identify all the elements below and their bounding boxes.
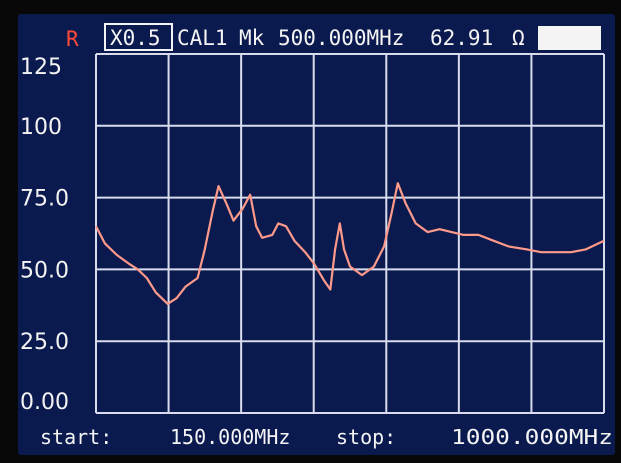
marker-value: 62.91 — [430, 26, 493, 50]
y-tick-label: 25.0 — [20, 330, 69, 355]
y-tick-label: 75.0 — [20, 187, 69, 212]
scale-box — [104, 23, 173, 51]
scale-label: X0.5 — [110, 26, 161, 50]
y-tick-label: 100 — [20, 115, 62, 140]
r-chart: 0.00 25.0 50.0 75.0 100 125 R X0.5 CAL1 Mk 50… — [20, 23, 613, 449]
y-tick-labels: 0.00 25.0 50.0 75.0 100 125 — [20, 55, 69, 415]
unit-label: Ω — [512, 26, 525, 50]
y-tick-label: 125 — [20, 55, 62, 80]
trace — [95, 182, 605, 305]
analyzer-screen: 0.00 25.0 50.0 75.0 100 125 R X0.5 CAL1 Mk 50… — [18, 14, 615, 455]
stop-frequency: 1000.000MHz — [451, 425, 613, 449]
marker-frequency: 500.000MHz — [278, 26, 404, 50]
marker-label: Mk — [239, 26, 265, 50]
y-tick-label: 0.00 — [20, 390, 69, 415]
y-tick-label: 50.0 — [20, 258, 69, 283]
param-label: R — [66, 27, 79, 51]
status-box — [538, 26, 601, 50]
trace-line — [95, 182, 605, 305]
stop-label: stop: — [336, 425, 396, 449]
grid — [95, 53, 605, 414]
cal-label: CAL1 — [177, 26, 228, 50]
start-label: start: — [40, 425, 112, 449]
start-frequency: 150.000MHz — [170, 425, 290, 449]
